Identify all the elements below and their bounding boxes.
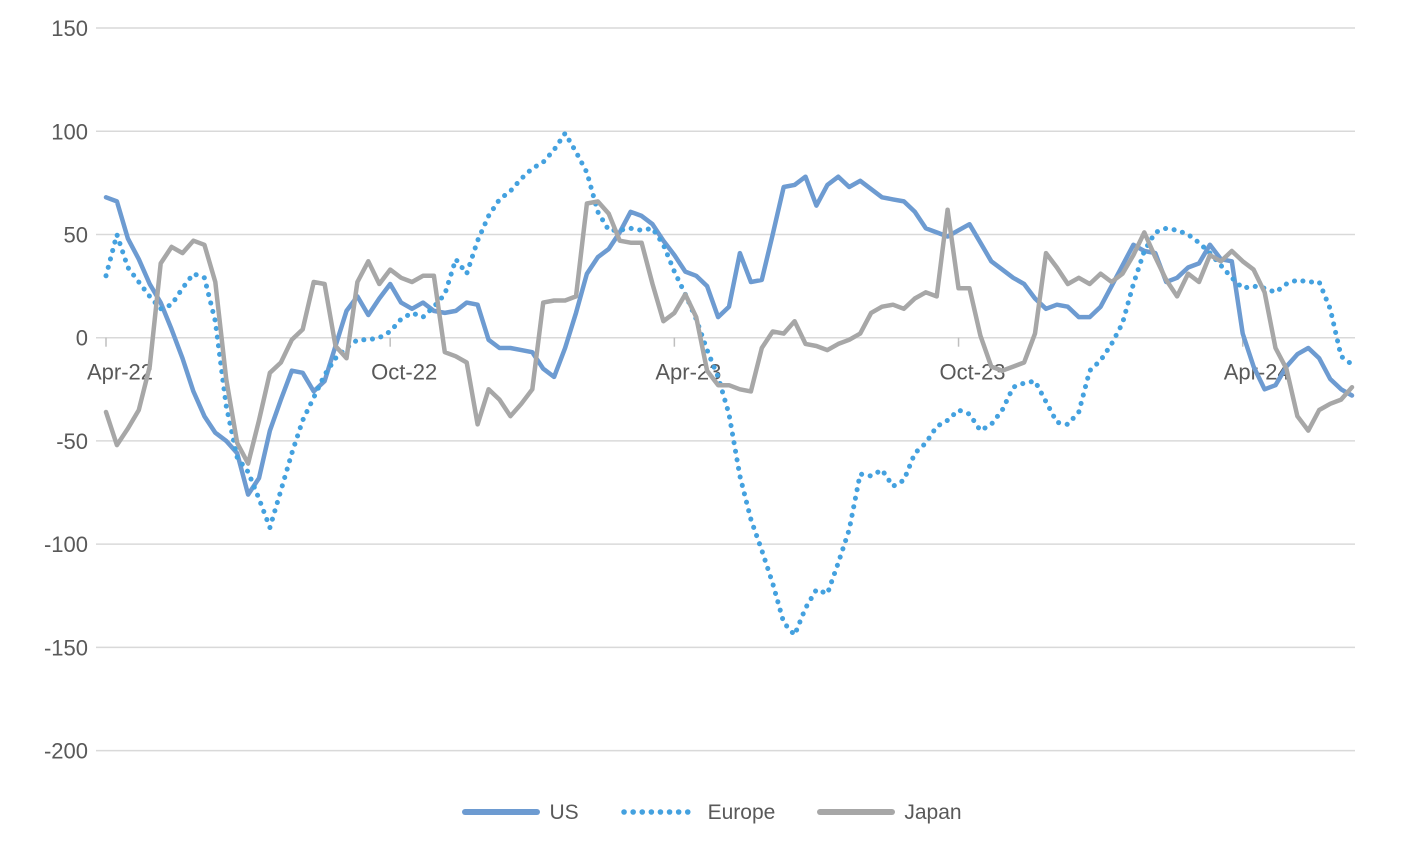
legend-item-japan[interactable]: Japan (817, 800, 962, 824)
legend-swatch-japan (817, 809, 896, 815)
y-axis-label: -150 (44, 635, 88, 660)
legend-swatch-us (462, 809, 541, 815)
legend-label: Europe (707, 800, 776, 824)
legend-label: Japan (904, 800, 962, 824)
legend-swatch-europe (620, 809, 699, 815)
y-axis-label: 50 (64, 222, 88, 247)
series-line-europe (103, 130, 1355, 638)
x-axis-label: Oct-23 (940, 360, 1006, 385)
chart-legend: US Europe Japan (0, 794, 1424, 830)
y-axis-label: -100 (44, 532, 88, 557)
x-axis-label: Apr-23 (655, 360, 721, 385)
y-axis-label: -50 (56, 429, 88, 454)
y-axis-label: 0 (76, 326, 88, 351)
x-axis-label: Apr-22 (87, 360, 153, 385)
legend-item-us[interactable]: US (462, 800, 579, 824)
y-axis-label: 100 (51, 119, 88, 144)
series-line-japan (103, 199, 1355, 466)
y-axis-label: 150 (51, 16, 88, 41)
legend-label: US (549, 800, 579, 824)
x-axis-label: Oct-22 (371, 360, 437, 385)
legend-item-europe[interactable]: Europe (620, 800, 776, 824)
y-axis-label: -200 (44, 739, 88, 764)
